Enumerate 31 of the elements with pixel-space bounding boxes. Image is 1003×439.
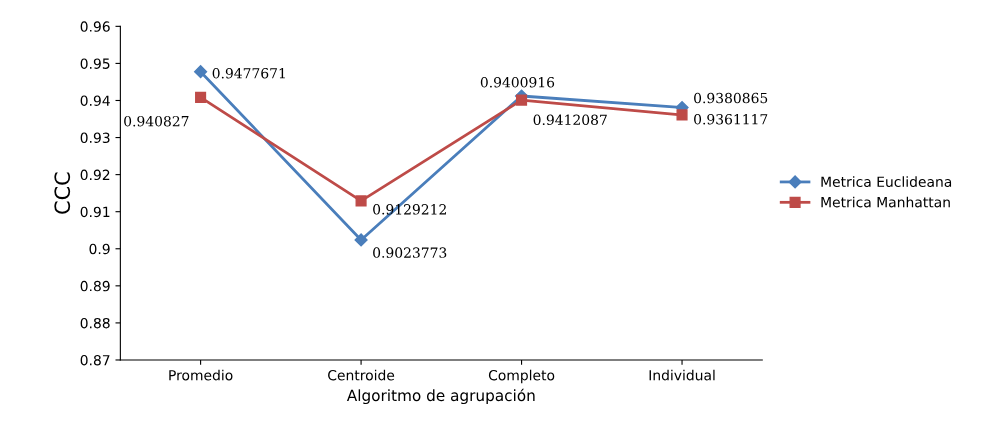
y-tick-label: 0.94 [80, 95, 110, 106]
legend-label: Metrica Manhattan [821, 196, 950, 208]
point [516, 94, 528, 106]
data-label: 0.940827 [124, 115, 189, 127]
y-tick-label: 0.95 [80, 58, 110, 69]
x-tick-label: Completo [488, 369, 555, 384]
point [355, 195, 367, 207]
point [194, 65, 208, 79]
y-tick-label: 0.91 [80, 206, 110, 218]
y-axis-title: CCC [54, 172, 71, 214]
x-tick-label: Individual [649, 369, 715, 381]
point [195, 91, 207, 103]
data-label: 0.9477671 [212, 67, 285, 79]
x-axis-title: Algoritmo de agrupación [346, 388, 535, 405]
point [676, 109, 688, 121]
data-label: 0.9400916 [480, 77, 555, 88]
point [354, 233, 368, 247]
data-label: 0.9412087 [533, 114, 607, 126]
x-tick-label: Promedio [169, 369, 233, 381]
y-tick-label: 0.9 [89, 243, 110, 255]
data-label: 0.9380865 [694, 92, 768, 104]
y-tick-label: 0.87 [80, 354, 110, 366]
y-tick-label: 0.93 [80, 132, 110, 144]
data-label: 0.9023773 [373, 247, 447, 258]
y-tick-label: 0.96 [80, 21, 110, 32]
x-tick-label: Centroide [328, 369, 395, 381]
legend-label: Metrica Euclideana [821, 176, 952, 187]
y-tick-label: 0.89 [80, 280, 110, 292]
y-tick-label: 0.92 [80, 169, 110, 181]
y-tick-label: 0.88 [80, 317, 110, 329]
data-label: 0.9361117 [694, 113, 768, 125]
